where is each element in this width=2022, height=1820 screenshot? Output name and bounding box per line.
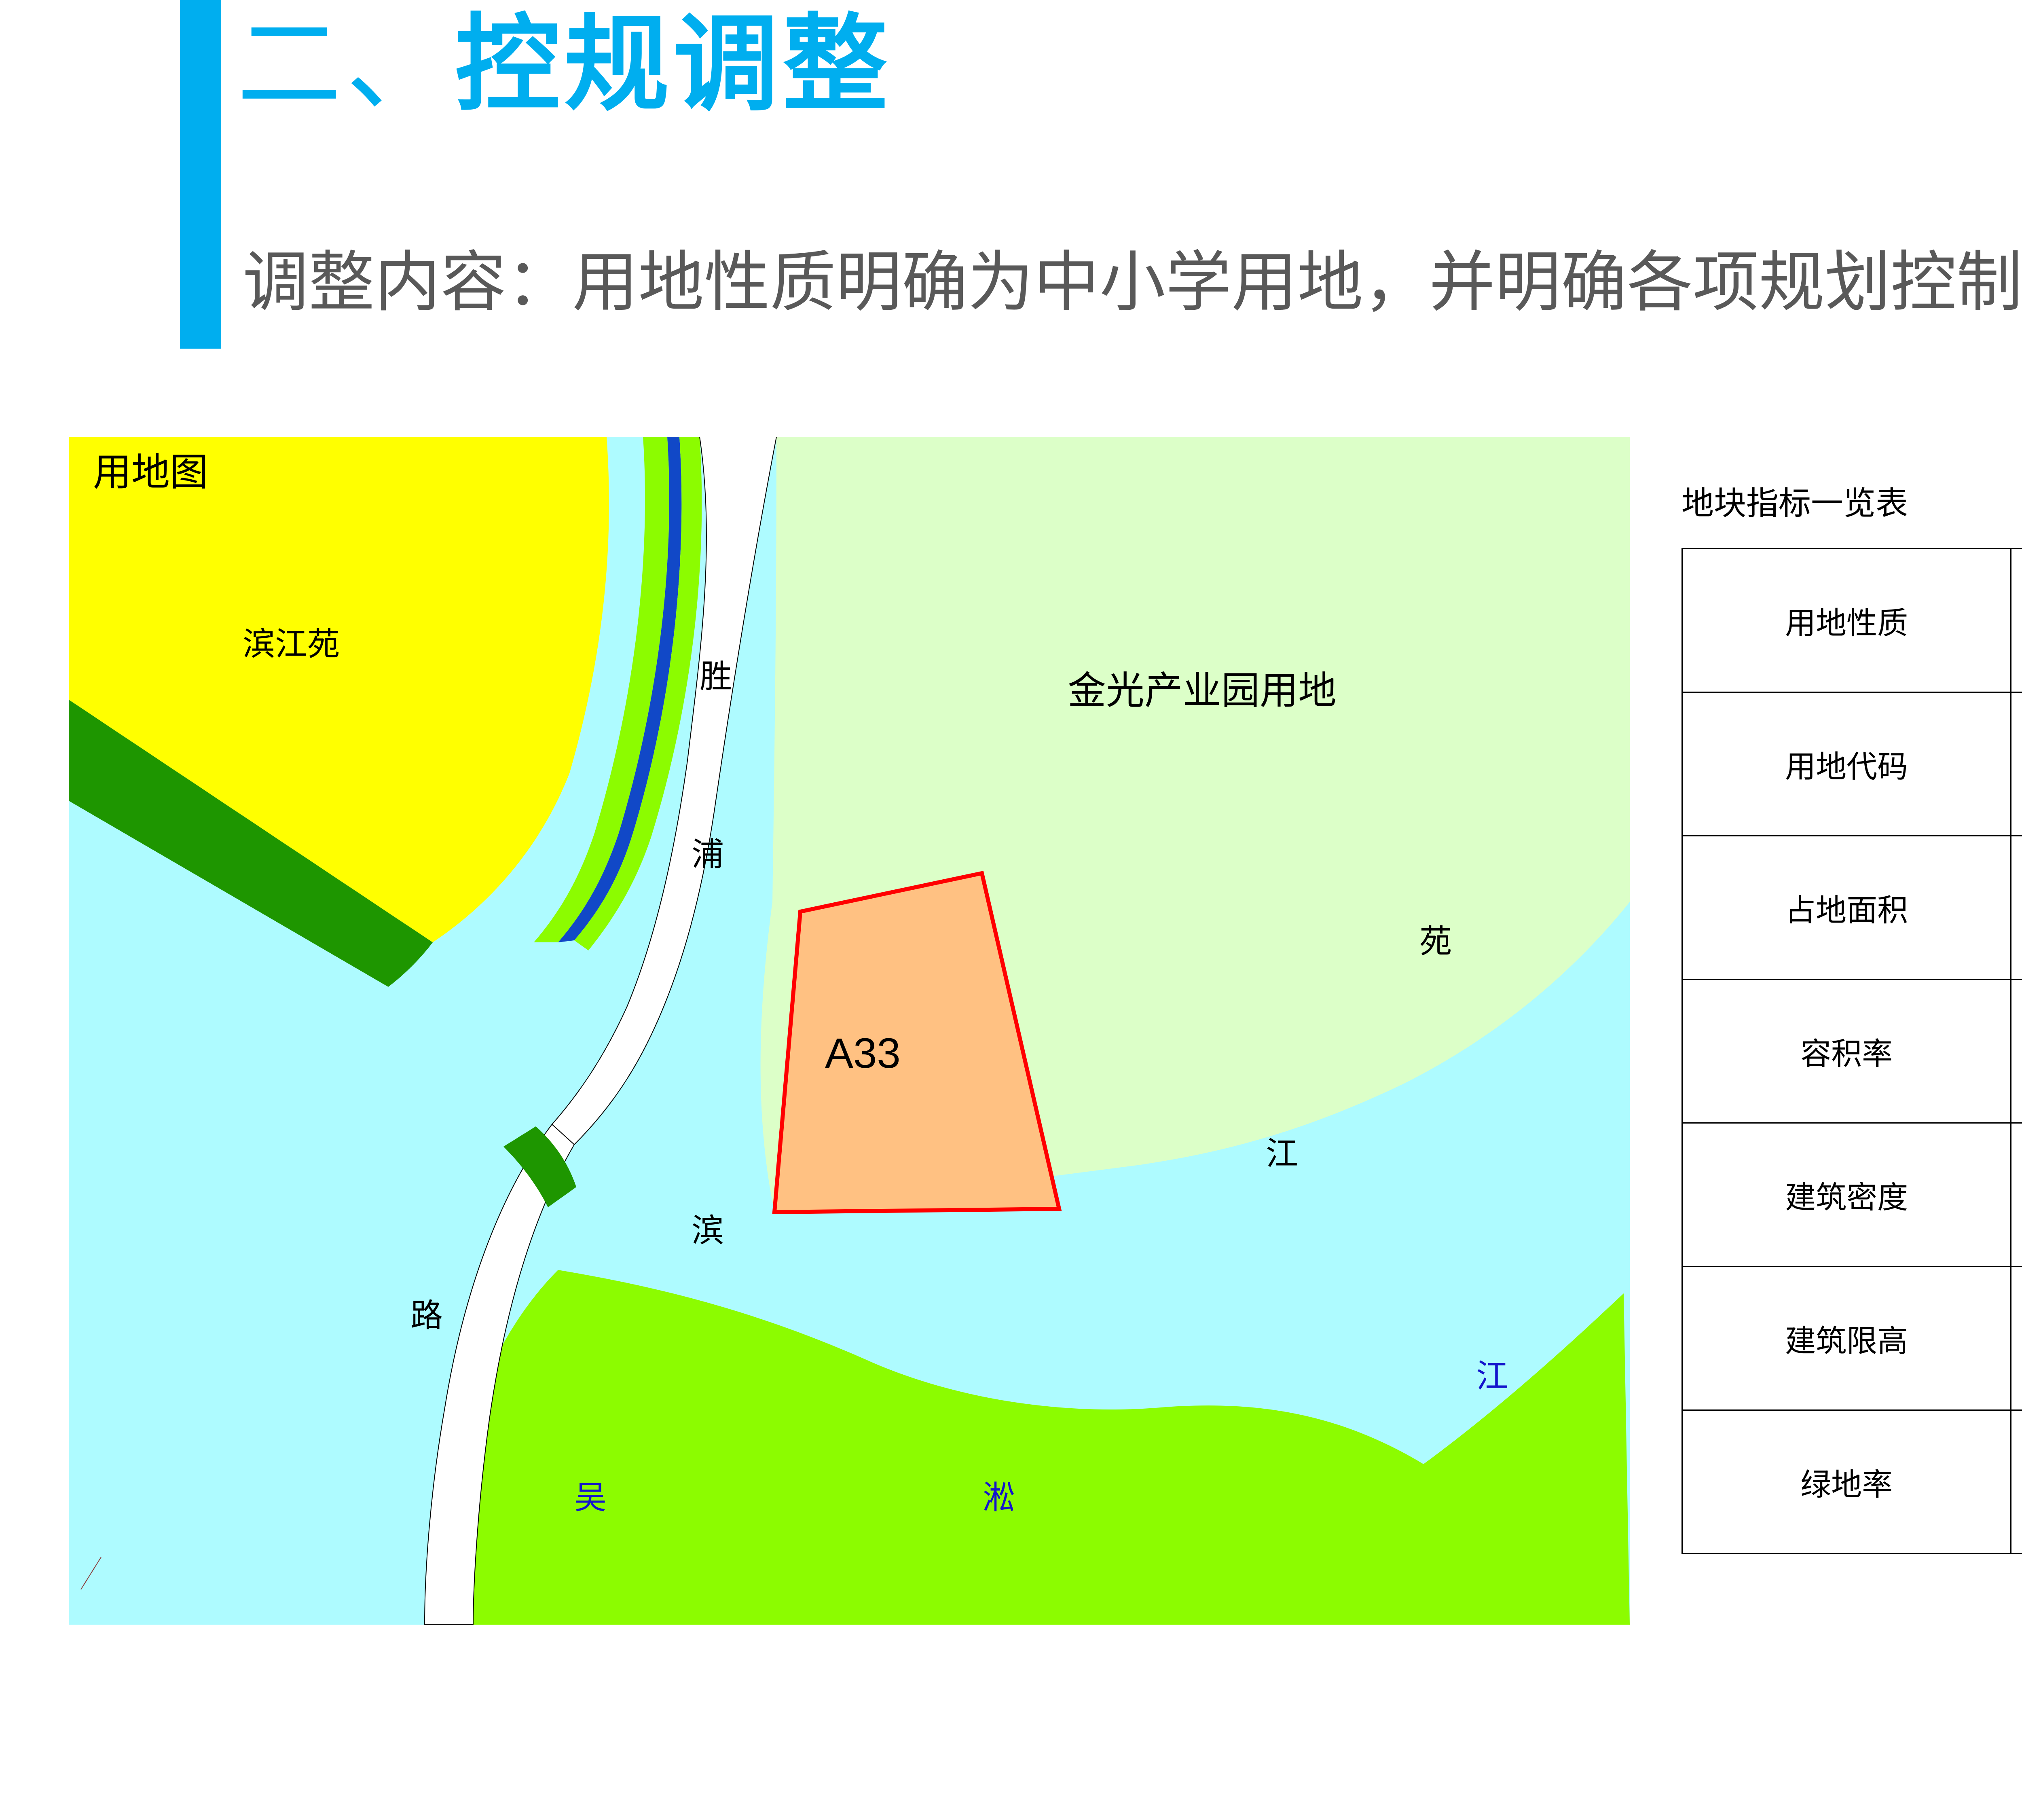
svg-text:胜: 胜	[700, 658, 732, 694]
svg-text:江: 江	[1476, 1358, 1508, 1394]
svg-text:A33: A33	[825, 1030, 901, 1077]
svg-text:吴: 吴	[574, 1479, 607, 1515]
svg-text:滨: 滨	[692, 1213, 724, 1249]
svg-text:滨江苑: 滨江苑	[243, 626, 340, 662]
svg-text:淞: 淞	[983, 1479, 1015, 1515]
svg-text:路: 路	[410, 1297, 443, 1333]
svg-text:苑: 苑	[1419, 923, 1452, 959]
svg-text:金光产业园用地: 金光产业园用地	[1068, 669, 1337, 712]
svg-text:江: 江	[1266, 1136, 1298, 1172]
svg-text:用地图: 用地图	[93, 451, 208, 494]
svg-text:浦: 浦	[692, 836, 724, 872]
